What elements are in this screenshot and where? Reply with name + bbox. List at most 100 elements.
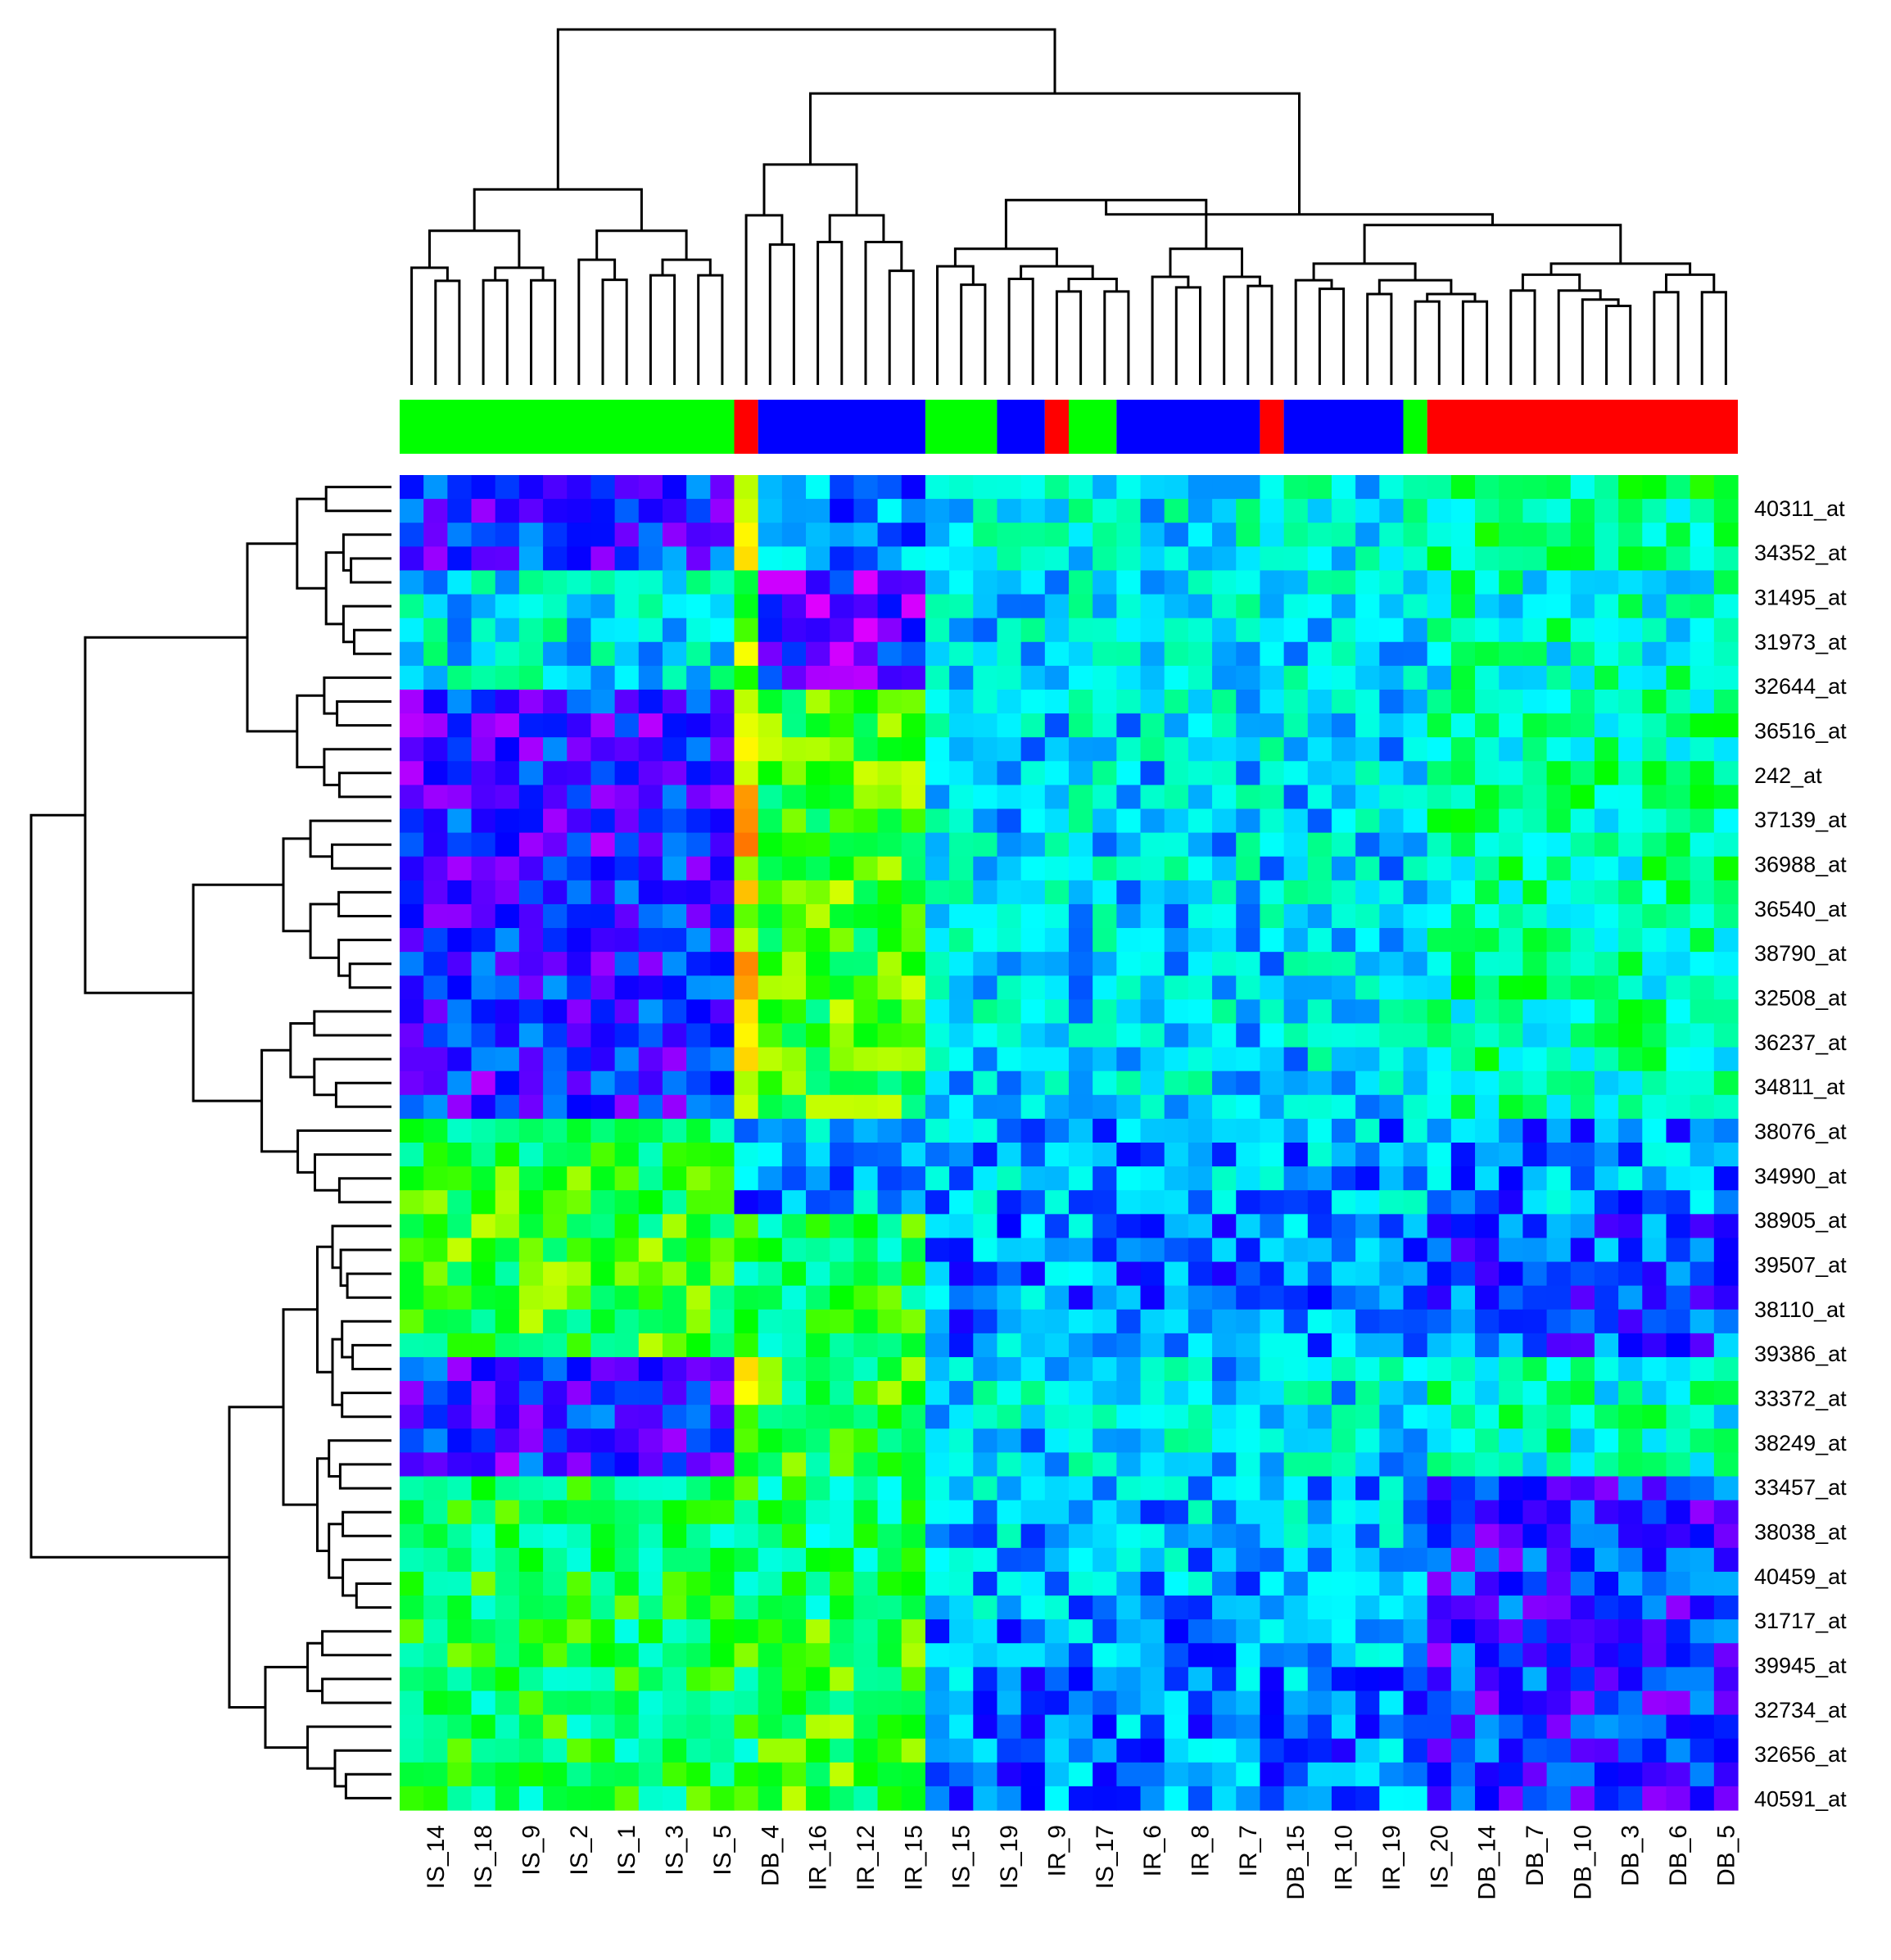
heatmap-cell — [853, 1619, 879, 1644]
heatmap-cell — [614, 1691, 640, 1716]
heatmap-cell — [1642, 523, 1667, 547]
heatmap-cell — [781, 1261, 807, 1287]
heatmap-cell — [447, 689, 473, 714]
heatmap-cell — [1044, 903, 1070, 929]
heatmap-cell — [1642, 808, 1667, 834]
row-tick-label: 38790_at — [1754, 941, 1847, 966]
heatmap-cell — [1666, 880, 1691, 905]
heatmap-cell — [758, 1571, 783, 1596]
heatmap-cell — [1093, 1381, 1117, 1405]
heatmap-cell — [781, 928, 807, 953]
heatmap-cell — [758, 928, 783, 953]
heatmap-cell — [471, 1381, 496, 1405]
heatmap-cell — [400, 1523, 424, 1549]
heatmap-cell — [1307, 594, 1332, 619]
row-tick-label: 39386_at — [1754, 1342, 1847, 1366]
heatmap-cell — [1355, 1166, 1380, 1191]
heatmap-cell — [973, 1333, 998, 1358]
heatmap-cell — [1044, 785, 1070, 810]
heatmap-cell — [1331, 1238, 1356, 1263]
heatmap-cell — [1546, 1333, 1572, 1358]
heatmap-cell — [1475, 1143, 1500, 1167]
column-tick-label: DB_3 — [1617, 1825, 1644, 1886]
heatmap-cell — [758, 1428, 783, 1453]
heatmap-cell — [877, 1166, 903, 1191]
heatmap-cell — [1403, 737, 1428, 762]
heatmap-cell — [806, 785, 830, 810]
heatmap-cell — [781, 1166, 807, 1191]
heatmap-cell — [1522, 737, 1548, 762]
heatmap-cell — [830, 808, 854, 834]
heatmap-cell — [1307, 975, 1332, 1000]
heatmap-cell — [1020, 1500, 1046, 1525]
heatmap-cell — [830, 618, 854, 643]
heatmap-cell — [400, 1762, 424, 1787]
heatmap-cell — [925, 570, 950, 595]
heatmap-cell — [853, 999, 879, 1025]
heatmap-cell — [1546, 1071, 1572, 1096]
heatmap-cell — [1522, 975, 1548, 1000]
heatmap-cell — [518, 1285, 544, 1310]
heatmap-cell — [1666, 1667, 1691, 1692]
heatmap-cell — [1188, 1547, 1213, 1573]
heatmap-cell — [758, 713, 783, 738]
heatmap-cell — [973, 1452, 998, 1478]
heatmap-cell — [1020, 1547, 1046, 1573]
heatmap-cell — [1044, 928, 1070, 953]
heatmap-cell — [734, 952, 759, 976]
heatmap-cell — [1331, 737, 1356, 762]
heatmap-cell — [925, 1356, 950, 1382]
heatmap-cell — [1236, 1333, 1261, 1358]
heatmap-cell — [1499, 523, 1523, 547]
heatmap-cell — [1164, 1619, 1189, 1644]
heatmap-cell — [973, 1047, 998, 1072]
heatmap-cell — [662, 665, 687, 690]
heatmap-cell — [734, 499, 759, 523]
heatmap-cell — [1044, 856, 1070, 881]
heatmap-cell — [447, 1261, 473, 1287]
heatmap-cell — [1475, 1190, 1500, 1215]
heatmap-cell — [1044, 808, 1070, 834]
heatmap-cell — [1331, 952, 1356, 976]
heatmap-cell — [949, 618, 974, 643]
heatmap-cell — [973, 856, 998, 881]
heatmap-cell — [686, 1452, 711, 1478]
heatmap-cell — [1713, 1071, 1739, 1096]
heatmap-cell — [1236, 713, 1261, 738]
heatmap-cell — [1069, 1238, 1093, 1263]
row-tick-label: 40311_at — [1754, 496, 1845, 521]
heatmap-cell — [400, 1309, 424, 1334]
heatmap-cell — [1236, 737, 1261, 762]
heatmap-cell — [1427, 1762, 1452, 1787]
heatmap-cell — [590, 952, 616, 976]
heatmap-cell — [471, 1452, 496, 1478]
heatmap-cell — [1450, 952, 1476, 976]
heatmap-cell — [1020, 1333, 1046, 1358]
heatmap-cell — [590, 785, 616, 810]
heatmap-cell — [1188, 1428, 1213, 1453]
heatmap-cell — [1069, 785, 1093, 810]
heatmap-cell — [781, 523, 807, 547]
heatmap-cell — [1188, 832, 1213, 858]
heatmap-cell — [1093, 1166, 1117, 1191]
heatmap-cell — [997, 1667, 1022, 1692]
heatmap-cell — [614, 1285, 640, 1310]
heatmap-cell — [1355, 975, 1380, 1000]
heatmap-cell — [1116, 1261, 1142, 1287]
heatmap-cell — [1522, 1691, 1548, 1716]
heatmap-cell — [1403, 1071, 1428, 1096]
heatmap-cell — [1164, 785, 1189, 810]
heatmap-cell — [1450, 1023, 1476, 1048]
heatmap-cell — [495, 1309, 520, 1334]
heatmap-cell — [1116, 1309, 1142, 1334]
column-tick-label: IR_16 — [805, 1825, 832, 1890]
heatmap-cell — [518, 1166, 544, 1191]
heatmap-cell — [925, 1691, 950, 1716]
heatmap-cell — [1355, 808, 1380, 834]
heatmap-cell — [543, 475, 568, 500]
heatmap-cell — [1642, 1500, 1667, 1525]
heatmap-cell — [1188, 1738, 1213, 1763]
heatmap-cell — [1164, 1691, 1189, 1716]
heatmap-cell — [1546, 1476, 1572, 1501]
heatmap-cell — [567, 1405, 592, 1429]
